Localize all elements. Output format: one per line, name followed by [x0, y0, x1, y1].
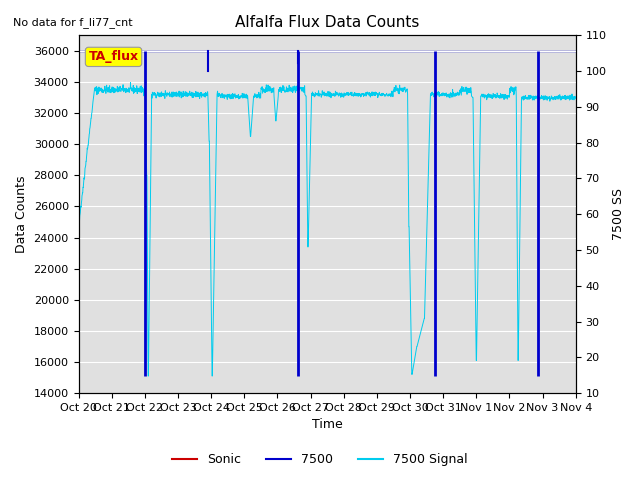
- Y-axis label: Data Counts: Data Counts: [15, 176, 28, 253]
- X-axis label: Time: Time: [312, 419, 342, 432]
- Y-axis label: 7500 SS: 7500 SS: [612, 188, 625, 240]
- Legend: Sonic, 7500, 7500 Signal: Sonic, 7500, 7500 Signal: [167, 448, 473, 471]
- Text: TA_flux: TA_flux: [88, 50, 139, 63]
- Text: No data for f_li77_cnt: No data for f_li77_cnt: [13, 17, 132, 28]
- Title: Alfalfa Flux Data Counts: Alfalfa Flux Data Counts: [235, 15, 419, 30]
